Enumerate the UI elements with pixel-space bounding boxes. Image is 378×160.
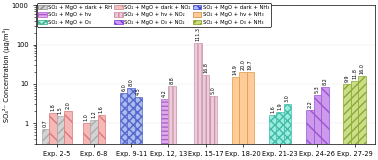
Legend: SO₂ + MgO + dark + RH, SO₂ + MgO + hν, SO₂ + MgO + O₃, SO₂ + MgO + dark + NO₂, S: SO₂ + MgO + dark + RH, SO₂ + MgO + hν, S… xyxy=(37,3,271,27)
Text: 16.0: 16.0 xyxy=(359,63,364,74)
Bar xyxy=(161,99,168,160)
Text: 0.7: 0.7 xyxy=(43,120,48,127)
Bar xyxy=(202,75,209,160)
Text: 5.3: 5.3 xyxy=(315,85,320,93)
Bar xyxy=(64,111,71,160)
Bar xyxy=(98,115,105,160)
Bar xyxy=(239,72,246,160)
Text: 1.2: 1.2 xyxy=(91,110,96,118)
Text: 16.8: 16.8 xyxy=(203,62,208,73)
Bar xyxy=(269,115,276,160)
Text: 3.0: 3.0 xyxy=(285,95,290,102)
Text: 5.0: 5.0 xyxy=(211,86,215,94)
Text: 1.6: 1.6 xyxy=(270,105,275,113)
Bar xyxy=(57,116,64,160)
Bar xyxy=(194,43,202,160)
Bar xyxy=(209,96,217,160)
Bar xyxy=(246,72,254,160)
Bar xyxy=(49,113,57,160)
Bar xyxy=(232,77,239,160)
Bar xyxy=(168,86,176,160)
Bar xyxy=(276,112,284,160)
Bar xyxy=(127,88,135,160)
Text: 4.5: 4.5 xyxy=(136,88,141,96)
Y-axis label: SO₄²⁻ Concentration (μg/m³): SO₄²⁻ Concentration (μg/m³) xyxy=(3,27,10,122)
Text: 8.8: 8.8 xyxy=(170,76,175,84)
Text: 111.3: 111.3 xyxy=(196,27,201,41)
Bar xyxy=(321,87,328,160)
Text: 1.9: 1.9 xyxy=(277,103,283,110)
Text: 1.0: 1.0 xyxy=(84,113,89,121)
Bar xyxy=(135,97,142,160)
Text: 8.2: 8.2 xyxy=(322,77,327,85)
Bar xyxy=(343,84,351,160)
Text: 6.0: 6.0 xyxy=(121,83,126,91)
Bar xyxy=(120,92,127,160)
Bar xyxy=(314,95,321,160)
Bar xyxy=(90,120,98,160)
Text: 4.2: 4.2 xyxy=(162,89,167,97)
Text: 14.9: 14.9 xyxy=(233,64,238,75)
Bar xyxy=(306,110,314,160)
Text: 11.8: 11.8 xyxy=(352,68,357,79)
Text: 19.7: 19.7 xyxy=(248,60,253,70)
Text: 8.0: 8.0 xyxy=(129,78,134,86)
Text: 1.8: 1.8 xyxy=(50,103,56,111)
Bar xyxy=(83,123,90,160)
Bar xyxy=(351,81,358,160)
Text: 1.6: 1.6 xyxy=(99,105,104,113)
Text: 20.0: 20.0 xyxy=(240,59,245,70)
Text: 2.2: 2.2 xyxy=(307,100,312,108)
Text: 2.0: 2.0 xyxy=(65,102,70,109)
Bar xyxy=(358,76,366,160)
Bar xyxy=(42,129,49,160)
Text: 1.5: 1.5 xyxy=(58,106,63,114)
Text: 9.9: 9.9 xyxy=(345,75,350,82)
Bar xyxy=(284,104,291,160)
